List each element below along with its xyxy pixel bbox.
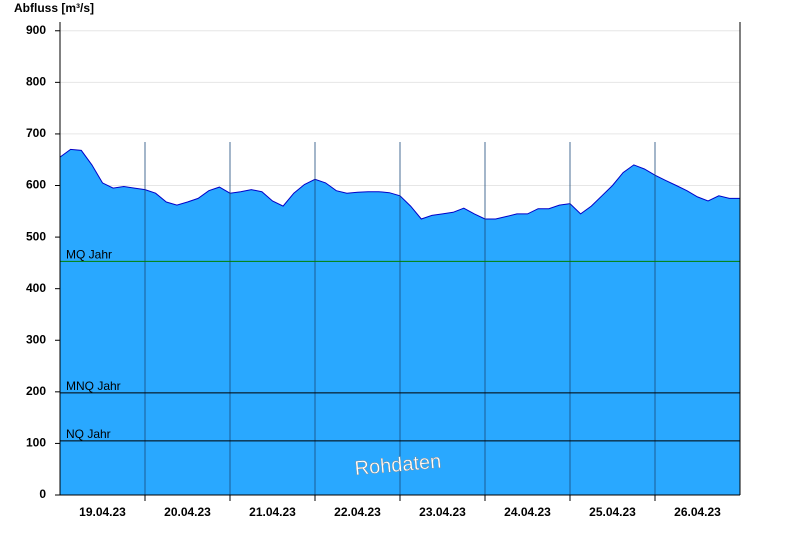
reference-label: MQ Jahr (66, 248, 112, 262)
y-tick-label: 300 (26, 332, 46, 346)
y-tick-label: 800 (26, 75, 46, 89)
y-tick-label: 600 (26, 178, 46, 192)
x-tick-label: 19.04.23 (79, 505, 126, 519)
x-tick-label: 21.04.23 (249, 505, 296, 519)
y-tick-label: 900 (26, 23, 46, 37)
y-tick-label: 0 (39, 487, 46, 501)
x-tick-label: 22.04.23 (334, 505, 381, 519)
y-tick-label: 400 (26, 281, 46, 295)
x-tick-label: 25.04.23 (589, 505, 636, 519)
x-tick-label: 20.04.23 (164, 505, 211, 519)
reference-label: MNQ Jahr (66, 379, 121, 393)
y-tick-label: 700 (26, 126, 46, 140)
y-tick-label: 100 (26, 436, 46, 450)
y-tick-label: 500 (26, 229, 46, 243)
y-tick-label: 200 (26, 384, 46, 398)
y-axis-label: Abfluss [m³/s] (14, 1, 94, 15)
x-tick-label: 23.04.23 (419, 505, 466, 519)
x-tick-label: 26.04.23 (674, 505, 721, 519)
x-tick-label: 24.04.23 (504, 505, 551, 519)
reference-label: NQ Jahr (66, 427, 111, 441)
